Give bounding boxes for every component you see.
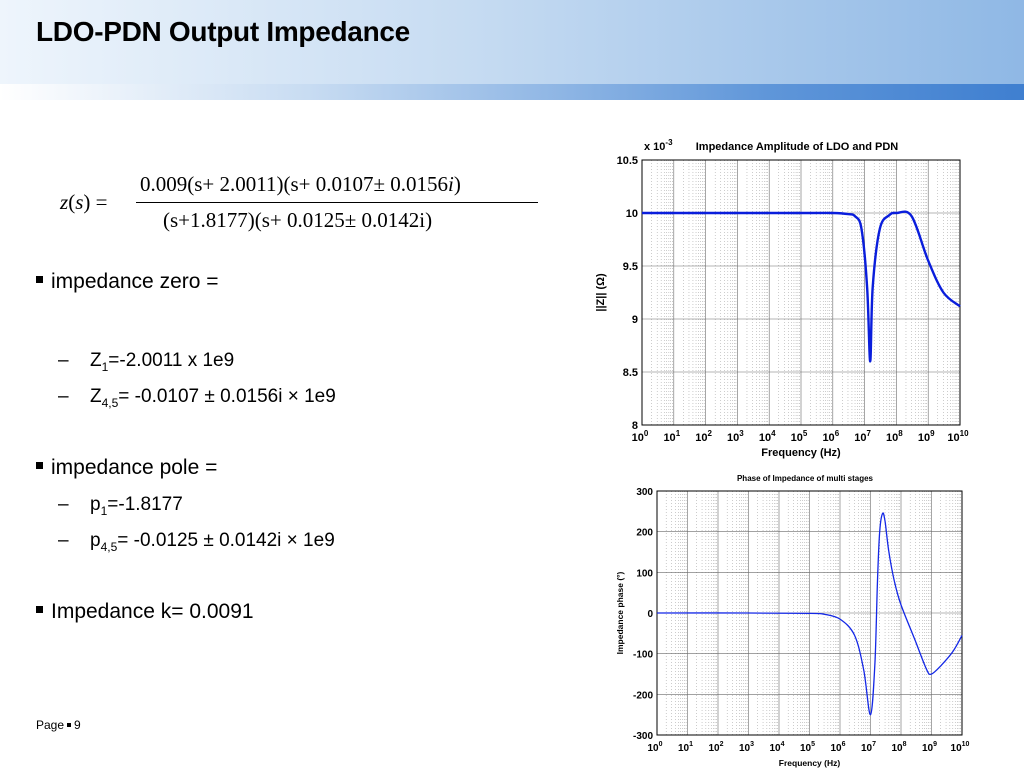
bullet-square-icon — [36, 605, 43, 613]
bullet-square-icon — [36, 461, 43, 469]
y-tick-label: 8.5 — [623, 367, 638, 379]
x-tick-label: 109 — [918, 429, 935, 444]
y-tick-label: -300 — [633, 731, 653, 742]
x-tick-label: 100 — [647, 741, 662, 754]
x-tick-label: 103 — [739, 741, 754, 754]
chart-title: Phase of Impedance of multi stages — [737, 474, 874, 483]
y-tick-label: 100 — [636, 568, 653, 579]
fraction-bar — [136, 202, 538, 203]
bullet-impedance-zero: impedance zero = — [36, 270, 219, 294]
x-tick-label: 108 — [886, 429, 903, 444]
plot-frame — [641, 159, 961, 426]
x-tick-label: 102 — [695, 429, 712, 444]
x-tick-label: 102 — [708, 741, 723, 754]
y-tick-label: 10.5 — [617, 155, 638, 167]
header-accent-bar — [0, 84, 1024, 100]
y-axis-label: Impedance phase (°) — [615, 571, 625, 654]
bullet-impedance-k: Impedance k= 0.0091 — [36, 600, 254, 624]
x-axis-label: Frequency (Hz) — [761, 447, 841, 459]
sub-bullet-p1: – p1=-1.8177 — [58, 494, 183, 518]
equation-lhs: z(s) = — [60, 190, 108, 214]
x-tick-label: 109 — [922, 741, 937, 754]
y-tick-label: 10 — [626, 208, 638, 220]
y-tick-label: 8 — [632, 420, 638, 432]
sub-bullet-z45: – Z4,5= -0.0107 ± 0.0156i × 1e9 — [58, 386, 336, 410]
y-tick-label: -200 — [633, 690, 653, 701]
scale-factor-label: x 10-3 — [644, 138, 673, 153]
x-tick-label: 101 — [663, 429, 680, 444]
chart-title: Impedance Amplitude of LDO and PDN — [696, 141, 899, 153]
x-tick-label: 105 — [791, 429, 808, 444]
x-tick-label: 106 — [830, 741, 845, 754]
x-tick-label: 104 — [769, 741, 784, 754]
x-axis-label: Frequency (Hz) — [779, 758, 841, 768]
y-axis-label: ||Z|| (Ω) — [595, 273, 607, 312]
x-tick-label: 1010 — [947, 429, 969, 444]
footer-square-icon — [67, 722, 72, 727]
x-tick-label: 106 — [822, 429, 839, 444]
x-tick-label: 107 — [854, 429, 871, 444]
sub-bullet-p45: – p4,5= -0.0125 ± 0.0142i × 1e9 — [58, 530, 335, 554]
x-tick-label: 101 — [678, 741, 693, 754]
y-tick-label: -100 — [633, 650, 653, 661]
x-tick-label: 1010 — [951, 741, 970, 754]
x-tick-label: 104 — [759, 429, 776, 444]
equation-denominator: (s+1.8177)(s+ 0.0125± 0.0142i) — [163, 208, 433, 232]
y-tick-label: 9.5 — [623, 261, 638, 273]
x-tick-label: 108 — [891, 741, 906, 754]
bullet-square-icon — [36, 275, 43, 283]
equation-numerator: 0.009(s+ 2.0011)(s+ 0.0107± 0.0156i) — [140, 172, 461, 196]
sub-bullet-z1: – Z1=-2.0011 x 1e9 — [58, 350, 235, 374]
x-tick-label: 105 — [800, 741, 815, 754]
x-tick-label: 100 — [632, 429, 649, 444]
y-tick-label: 200 — [636, 528, 653, 539]
page-footer: Page 9 — [36, 718, 81, 732]
series-line — [656, 512, 963, 716]
series-line — [642, 210, 961, 363]
header-background — [0, 0, 1024, 84]
impedance-equation: z(s) = 0.009(s+ 2.0011)(s+ 0.0107± 0.015… — [60, 166, 550, 246]
y-tick-label: 9 — [632, 314, 638, 326]
x-tick-label: 107 — [861, 741, 876, 754]
slide-title: LDO-PDN Output Impedance — [36, 16, 410, 47]
y-tick-label: 0 — [647, 609, 653, 620]
impedance-amplitude-chart: 8 8.5 9 9.5 10 10.5 100 101 102 103 104 105 106 107 10… — [595, 138, 969, 459]
y-tick-label: 300 — [636, 487, 653, 498]
bullet-impedance-pole: impedance pole = — [36, 456, 217, 480]
impedance-phase-chart: -300 -200 -100 0 100 200 300 100 101 102 103 104 105… — [615, 474, 970, 768]
x-tick-label: 103 — [727, 429, 744, 444]
